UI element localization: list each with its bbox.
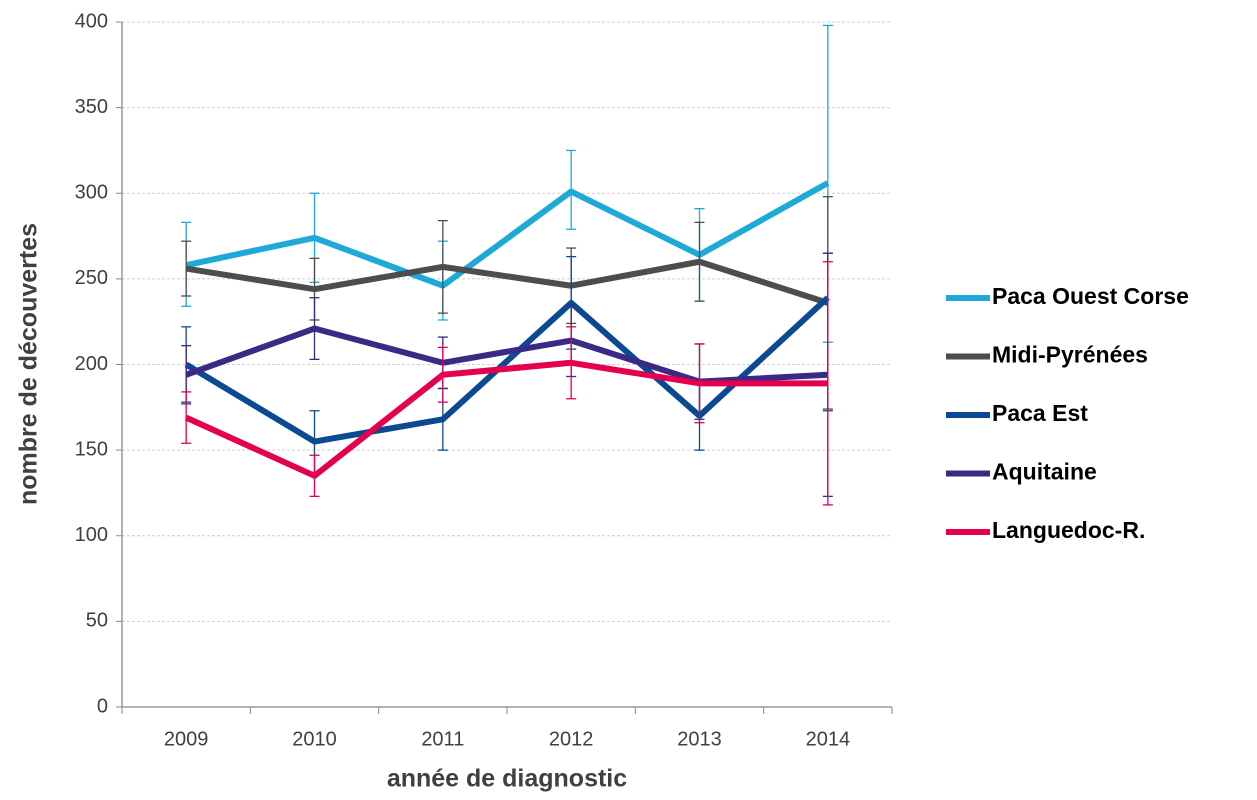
x-tick-label: 2012 (549, 728, 594, 750)
x-axis-title: année de diagnostic (387, 765, 627, 793)
y-tick-label: 300 (75, 182, 108, 204)
y-tick-label: 200 (75, 353, 108, 375)
x-tick-label: 2013 (677, 728, 722, 750)
y-tick-label: 350 (75, 96, 108, 118)
y-tick-label: 250 (75, 267, 108, 289)
x-tick-label: 2009 (164, 728, 209, 750)
x-tick-label: 2011 (421, 728, 464, 750)
series-line (184, 295, 830, 445)
legend-label: Paca Ouest Corse (992, 283, 1189, 309)
series-line (184, 359, 828, 479)
y-tick-label: 150 (75, 438, 108, 460)
y-tick-label: 400 (75, 10, 108, 32)
series-line (185, 180, 830, 289)
y-tick-label: 0 (97, 695, 108, 717)
legend-label: Languedoc-R. (992, 517, 1145, 543)
legend-label: Midi-Pyrénées (992, 342, 1148, 368)
legend-label: Paca Est (992, 400, 1088, 426)
y-axis-title: nombre de découvertes (15, 223, 43, 505)
y-tick-label: 50 (86, 610, 108, 632)
legend-label: Aquitaine (992, 459, 1097, 485)
series-line (185, 325, 828, 385)
y-tick-label: 100 (75, 524, 108, 546)
x-tick-label: 2010 (292, 728, 337, 750)
series-line (185, 258, 829, 306)
x-tick-label: 2014 (806, 728, 851, 750)
